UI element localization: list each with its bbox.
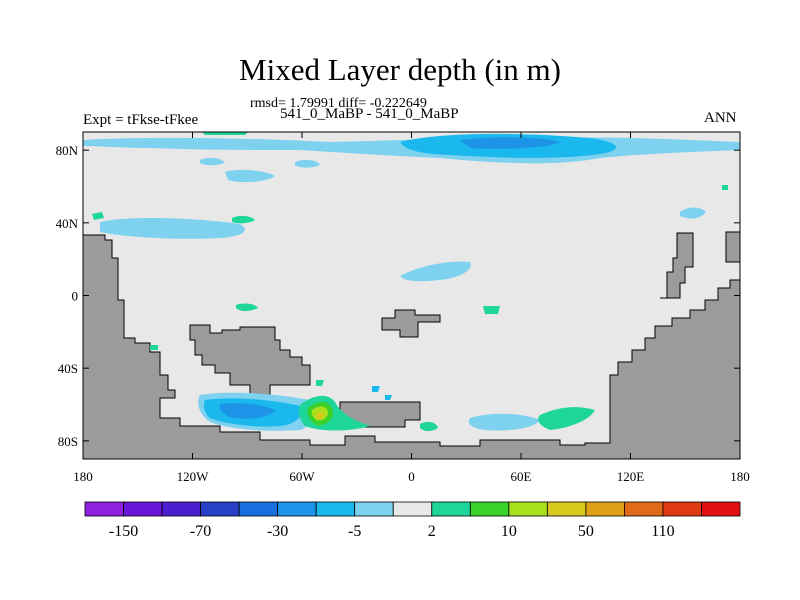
patch-nh-mid-3 xyxy=(295,159,320,168)
chart-subtitle: rmsd= 1.79991 diff= -0.222649 xyxy=(250,96,427,111)
x-tick-label: 180 xyxy=(73,469,93,484)
chart-title: Mixed Layer depth (in m) xyxy=(239,52,561,87)
anomaly-patches xyxy=(83,132,740,431)
colorbar-swatch xyxy=(662,501,702,517)
patch-green-small-2 xyxy=(236,303,258,311)
colorbar-swatch xyxy=(585,501,625,517)
colorbar-swatch xyxy=(431,501,471,517)
colorbar-swatch xyxy=(701,501,741,517)
center-label: 541_0_MaBP - 541_0_MaBP xyxy=(280,106,459,122)
x-tick-label: 60W xyxy=(289,469,315,484)
patch-so-blue-core xyxy=(219,403,275,419)
x-tick-label: 0 xyxy=(408,469,415,484)
colorbar: -150 -70 -30 -5 2 10 50 110 xyxy=(84,501,741,540)
y-tick-label: 80S xyxy=(58,434,78,449)
y-tick-label: 40S xyxy=(58,361,78,376)
colorbar-swatch xyxy=(277,501,317,517)
patch-so-east-green xyxy=(538,407,595,430)
y-tick-label: 40N xyxy=(56,216,79,231)
colorbar-label: 110 xyxy=(651,523,674,540)
colorbar-label: 2 xyxy=(428,523,436,540)
colorbar-swatch xyxy=(469,501,510,517)
patch-arctic-green xyxy=(202,132,248,135)
x-axis: 180 120W 60W 0 60E 120E 180 xyxy=(73,132,750,484)
y-axis: 80N 40N 0 40S 80S xyxy=(56,143,740,449)
colorbar-label: -5 xyxy=(348,523,361,540)
land-east-edge xyxy=(725,231,740,263)
x-tick-label: 120E xyxy=(617,469,645,484)
patch-so-small-blue-2 xyxy=(385,395,392,400)
colorbar-swatch xyxy=(354,501,394,517)
x-tick-label: 120W xyxy=(177,469,210,484)
experiment-label: Expt = tFkse-tFkee xyxy=(83,112,199,128)
colorbar-swatch xyxy=(315,501,356,517)
land-masses xyxy=(83,231,740,459)
map-field xyxy=(83,132,740,459)
land-central-block xyxy=(189,324,311,396)
y-tick-label: 80N xyxy=(56,143,79,158)
colorbar-label: -150 xyxy=(109,523,138,540)
colorbar-swatch xyxy=(508,501,548,517)
colorbar-swatch xyxy=(123,501,163,517)
patch-so-east-blue xyxy=(468,413,540,431)
patch-nh-40n xyxy=(100,217,245,239)
land-west-continent xyxy=(83,234,740,459)
patch-green-small-3 xyxy=(722,185,728,190)
patch-east-40n xyxy=(680,207,706,219)
patch-arctic-core xyxy=(460,137,560,149)
patch-so-small-green-4 xyxy=(316,380,324,386)
land-island-north xyxy=(381,309,441,338)
patch-equatorial xyxy=(400,261,471,282)
patch-nh-mid-2 xyxy=(200,157,225,166)
colorbar-label: -70 xyxy=(190,523,211,540)
x-tick-label: 60E xyxy=(511,469,532,484)
patch-nh-40n-green xyxy=(232,215,255,224)
colorbar-swatch xyxy=(624,501,664,517)
colorbar-swatch xyxy=(200,501,240,517)
patch-nh-40n-left xyxy=(92,212,104,220)
colorbar-label: -30 xyxy=(267,523,288,540)
season-label: ANN xyxy=(704,110,737,126)
patch-so-small-blue-1 xyxy=(372,386,380,392)
colorbar-swatch xyxy=(161,501,201,517)
y-tick-label: 0 xyxy=(72,289,79,304)
colorbar-label: 10 xyxy=(501,523,517,540)
patch-so-orange xyxy=(316,411,324,420)
patch-green-small-1 xyxy=(483,306,500,314)
patch-so-green-3 xyxy=(420,421,438,431)
patch-green-small-4 xyxy=(150,345,158,350)
land-east-island xyxy=(660,232,694,299)
colorbar-swatch xyxy=(238,501,279,517)
patch-nh-mid-1 xyxy=(225,169,275,183)
colorbar-swatch xyxy=(546,501,587,517)
colorbar-swatch xyxy=(84,501,124,517)
colorbar-label: 50 xyxy=(578,523,594,540)
colorbar-swatch xyxy=(392,501,433,517)
x-tick-label: 180 xyxy=(730,469,750,484)
